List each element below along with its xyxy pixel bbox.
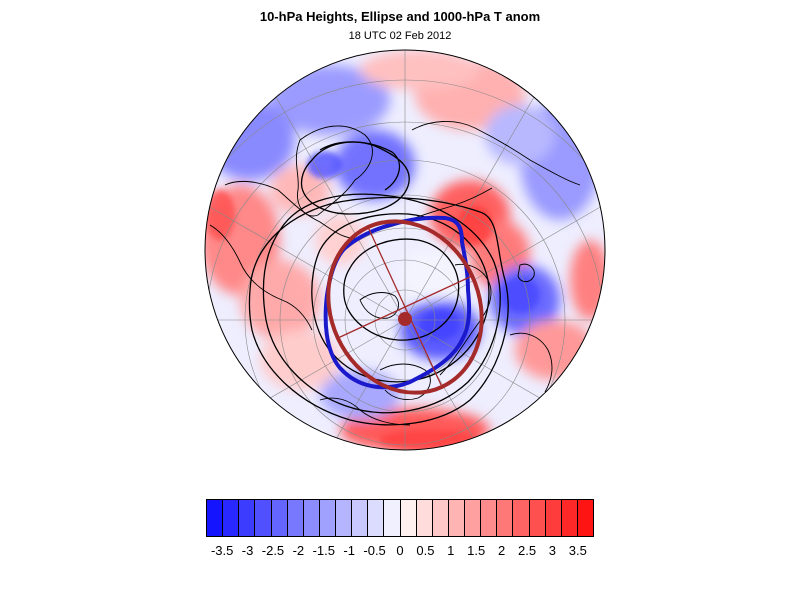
colorbar-swatch [545, 500, 562, 536]
temperature-colorbar [206, 499, 594, 537]
colorbar-swatch [513, 500, 530, 536]
colorbar-tick-label: -3.5 [210, 543, 234, 558]
colorbar-swatch [432, 500, 449, 536]
ellipse-center-marker [398, 312, 412, 326]
vortex-ellipse [326, 219, 484, 395]
colorbar-swatch [223, 500, 240, 536]
colorbar-tick-label: 0 [396, 543, 404, 558]
colorbar-swatch [577, 500, 593, 536]
vortex-edge-contour [323, 215, 472, 390]
colorbar-swatch [561, 500, 578, 536]
colorbar-swatch [529, 500, 546, 536]
colorbar-swatch [465, 500, 482, 536]
colorbar-swatch [448, 500, 465, 536]
colorbar-tick-label: 3 [548, 543, 557, 558]
colorbar-tick-label: -2 [292, 543, 305, 558]
colorbar-swatch [352, 500, 369, 536]
colorbar-swatch [287, 500, 304, 536]
colorbar-tick-label: -0.5 [363, 543, 386, 558]
colorbar-tick-label: 3.5 [568, 543, 587, 558]
colorbar-tick-label: -1 [343, 543, 355, 558]
colorbar-swatch [271, 500, 288, 536]
colorbar-tick-label: -3 [241, 543, 254, 558]
colorbar-swatch [319, 500, 336, 536]
colorbar-tick-label: -1.5 [312, 543, 335, 558]
colorbar-swatch [239, 500, 256, 536]
colorbar-swatch [368, 500, 385, 536]
colorbar-swatch [207, 500, 224, 536]
colorbar-swatch [400, 500, 417, 536]
colorbar-tick-label: 2 [497, 543, 506, 558]
chart-subtitle: 18 UTC 02 Feb 2012 [348, 30, 452, 42]
colorbar-swatch [497, 500, 514, 536]
colorbar-swatch [255, 500, 272, 536]
colorbar-tick-label: 1.5 [467, 543, 486, 558]
colorbar-swatch [481, 500, 498, 536]
colorbar-tick-labels: -3.5 -3 -2.5 -2 -1.5 -1 -0.5 0 0.5 1 1.5 2 2.5 3 3.5 [0, 543, 800, 563]
colorbar-tick-label: 0.5 [416, 543, 435, 558]
colorbar-swatch [336, 500, 353, 536]
colorbar-swatch [384, 500, 401, 536]
colorbar-swatch [303, 500, 320, 536]
colorbar-tick-label: 2.5 [517, 543, 537, 558]
height-contours [248, 141, 509, 426]
globe-outline [204, 49, 606, 451]
colorbar-tick-label: -2.5 [261, 543, 285, 558]
colorbar-swatch [416, 500, 433, 536]
chart-title: 10-hPa Heights, Ellipse and 1000-hPa T a… [259, 9, 541, 24]
colorbar-tick-label: 1 [447, 543, 455, 558]
